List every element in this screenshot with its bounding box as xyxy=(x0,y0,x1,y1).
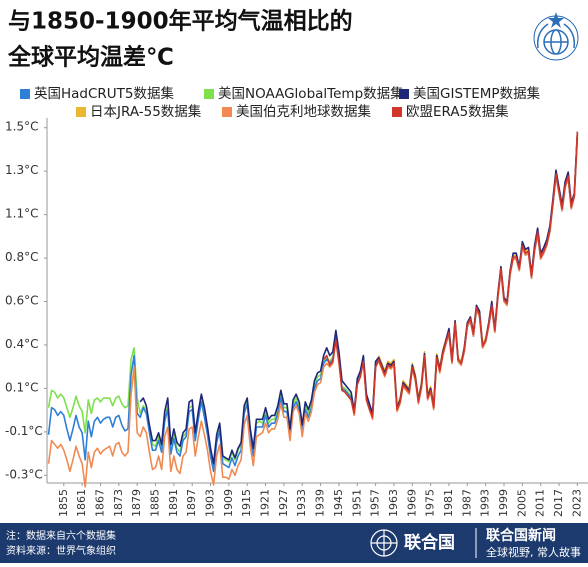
footer-source: 资料来源：世界气象组织 xyxy=(6,544,116,557)
x-tick-label: 1999 xyxy=(497,489,510,517)
x-tick-label: 1933 xyxy=(295,489,308,517)
chart-title: 与1850-1900年平均气温相比的 xyxy=(8,8,353,35)
y-tick-label: 0.4°C xyxy=(5,337,38,351)
x-tick-label: 1975 xyxy=(424,489,437,517)
x-tick-label: 1993 xyxy=(479,489,492,517)
x-tick-label: 1873 xyxy=(112,489,125,517)
y-tick-label: 0.1°C xyxy=(5,380,38,394)
legend-swatch xyxy=(399,89,409,99)
legend-swatch xyxy=(20,89,30,99)
plot-area xyxy=(44,118,588,488)
x-tick-label: 1915 xyxy=(240,489,253,517)
x-tick-label: 1903 xyxy=(204,489,217,517)
legend-swatch xyxy=(76,107,86,117)
x-tick-label: 1957 xyxy=(369,489,382,517)
x-tick-label: 2023 xyxy=(570,489,583,517)
legend-swatch xyxy=(392,107,402,117)
wmo-logo xyxy=(533,12,579,61)
y-tick-label: -0.1°C xyxy=(5,424,43,438)
chart-title: 全球平均温差℃ xyxy=(7,44,174,71)
y-tick-label: 0.6°C xyxy=(5,294,38,308)
footer-band xyxy=(0,523,588,563)
x-tick-label: 1987 xyxy=(460,489,473,517)
series-line xyxy=(47,137,579,488)
x-tick-label: 1921 xyxy=(259,489,272,517)
x-tick-label: 1939 xyxy=(314,489,327,517)
x-tick-label: 1963 xyxy=(387,489,400,517)
y-tick-label: 1.1°C xyxy=(5,207,38,221)
footer-news: 联合国新闻 xyxy=(486,527,556,544)
x-tick-label: 2017 xyxy=(552,489,565,517)
footer-un: 联合国 xyxy=(404,532,455,553)
footer-note: 注：数据来自六个数据集 xyxy=(6,529,116,542)
legend-label: 美国GISTEMP数据集 xyxy=(413,86,541,102)
un-emblem xyxy=(370,529,398,557)
x-tick-label: 1885 xyxy=(149,489,162,517)
series-line xyxy=(377,133,579,407)
x-tick-label: 1879 xyxy=(130,489,143,517)
series-line xyxy=(139,133,579,465)
x-tick-label: 1981 xyxy=(442,489,455,517)
series-line xyxy=(323,131,579,419)
x-tick-label: 1969 xyxy=(405,489,418,517)
x-tick-label: 1891 xyxy=(167,489,180,517)
x-tick-label: 2005 xyxy=(515,489,528,517)
y-tick-label: 1.3°C xyxy=(5,163,38,177)
legend-swatch xyxy=(204,89,214,99)
y-tick-label: -0.3°C xyxy=(5,467,43,481)
x-tick-label: 1951 xyxy=(350,489,363,517)
y-tick-label: 1.5°C xyxy=(5,120,38,134)
x-tick-label: 1909 xyxy=(222,489,235,517)
footer-slogan: 全球视野, 常人故事 xyxy=(486,545,581,559)
legend-label: 美国NOAAGlobalTemp数据集 xyxy=(218,86,404,102)
legend-label: 美国伯克利地球数据集 xyxy=(236,104,371,120)
x-tick-label: 1855 xyxy=(57,489,70,517)
x-tick-label: 1861 xyxy=(75,489,88,517)
legend-label: 英国HadCRUT5数据集 xyxy=(34,85,175,102)
y-tick-label: 0.8°C xyxy=(5,250,38,264)
x-tick-label: 2011 xyxy=(534,489,547,517)
x-tick-label: 1945 xyxy=(332,489,345,517)
legend-label: 欧盟ERA5数据集 xyxy=(406,104,509,120)
x-tick-label: 1897 xyxy=(185,489,198,517)
x-tick-label: 1927 xyxy=(277,489,290,517)
legend-swatch xyxy=(222,107,232,117)
x-tick-label: 1867 xyxy=(93,489,106,517)
legend-label: 日本JRA-55数据集 xyxy=(90,104,202,120)
